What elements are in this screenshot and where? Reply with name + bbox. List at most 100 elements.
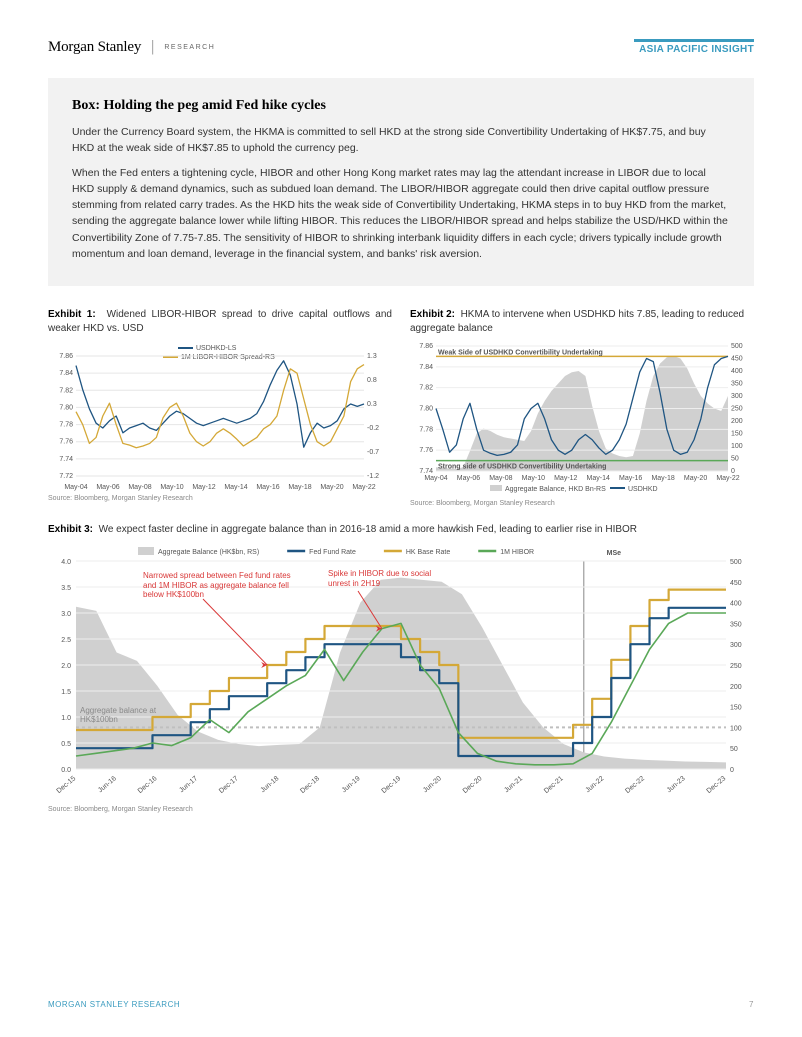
svg-text:400: 400 (731, 368, 743, 375)
box-p1: Under the Currency Board system, the HKM… (72, 124, 730, 157)
svg-text:Aggregate Balance (HK$bn, RS): Aggregate Balance (HK$bn, RS) (158, 549, 259, 556)
svg-text:May-10: May-10 (522, 475, 545, 482)
info-box: Box: Holding the peg amid Fed hike cycle… (48, 78, 754, 286)
svg-text:0: 0 (730, 767, 734, 774)
svg-text:May-08: May-08 (128, 484, 151, 491)
svg-text:May-14: May-14 (224, 484, 247, 491)
page-number: 7 (749, 1000, 754, 1009)
ex3-chart: Aggregate Balance (HK$bn, RS)Fed Fund Ra… (48, 543, 754, 803)
svg-text:7.82: 7.82 (419, 385, 433, 392)
svg-text:50: 50 (730, 746, 738, 753)
svg-text:May-06: May-06 (457, 475, 480, 482)
svg-text:1.5: 1.5 (61, 689, 71, 696)
svg-text:-0.7: -0.7 (367, 449, 379, 456)
svg-text:Dec-23: Dec-23 (705, 775, 727, 795)
ex3-title: Exhibit 3: We expect faster decline in a… (48, 523, 754, 537)
svg-text:500: 500 (730, 559, 742, 566)
svg-text:7.80: 7.80 (419, 406, 433, 413)
svg-text:7.84: 7.84 (59, 370, 73, 377)
svg-text:100: 100 (730, 726, 742, 733)
svg-text:200: 200 (730, 684, 742, 691)
svg-text:150: 150 (730, 705, 742, 712)
svg-text:May-12: May-12 (192, 484, 215, 491)
ex2-title: Exhibit 2: HKMA to intervene when USDHKD… (410, 308, 754, 336)
svg-text:350: 350 (730, 622, 742, 629)
svg-text:Weak Side of USDHKD Convertibi: Weak Side of USDHKD Convertibility Under… (438, 350, 603, 357)
svg-text:May-22: May-22 (352, 484, 375, 491)
footer-brand: MORGAN STANLEY RESEARCH (48, 1000, 180, 1009)
ex2-source: Source: Bloomberg, Morgan Stanley Resear… (410, 500, 754, 507)
svg-text:0.3: 0.3 (367, 401, 377, 408)
svg-text:Dec-18: Dec-18 (299, 775, 321, 795)
svg-text:1.3: 1.3 (367, 353, 377, 360)
svg-text:7.86: 7.86 (59, 353, 73, 360)
svg-text:May-14: May-14 (587, 475, 610, 482)
svg-text:450: 450 (730, 580, 742, 587)
svg-text:Jun-18: Jun-18 (260, 775, 281, 794)
exhibit-2: Exhibit 2: HKMA to intervene when USDHKD… (410, 308, 754, 507)
svg-text:Aggregate Balance, HKD Bn-RS: Aggregate Balance, HKD Bn-RS (505, 486, 606, 493)
svg-text:250: 250 (731, 406, 743, 413)
svg-text:Dec-22: Dec-22 (624, 775, 646, 795)
svg-text:Dec-20: Dec-20 (462, 775, 484, 795)
svg-text:Dec-21: Dec-21 (543, 775, 565, 795)
svg-text:3.0: 3.0 (61, 611, 71, 618)
box-title: Box: Holding the peg amid Fed hike cycle… (72, 98, 730, 114)
svg-text:Jun-21: Jun-21 (503, 775, 524, 794)
svg-text:400: 400 (730, 601, 742, 608)
svg-text:7.74: 7.74 (59, 456, 73, 463)
svg-text:50: 50 (731, 456, 739, 463)
svg-text:May-18: May-18 (651, 475, 674, 482)
svg-text:7.82: 7.82 (59, 387, 73, 394)
svg-text:7.78: 7.78 (419, 426, 433, 433)
svg-text:USDHKD-LS: USDHKD-LS (196, 345, 237, 352)
svg-text:150: 150 (731, 431, 743, 438)
svg-text:Dec-19: Dec-19 (380, 775, 402, 795)
svg-text:May-10: May-10 (160, 484, 183, 491)
svg-text:100: 100 (731, 443, 743, 450)
insight-label: ASIA PACIFIC INSIGHT (634, 44, 754, 55)
svg-text:7.76: 7.76 (59, 439, 73, 446)
page-header: Morgan Stanley | RESEARCH ASIA PACIFIC I… (48, 38, 754, 56)
svg-text:May-08: May-08 (489, 475, 512, 482)
svg-text:7.80: 7.80 (59, 405, 73, 412)
research-label: RESEARCH (164, 44, 215, 51)
svg-text:Dec-16: Dec-16 (137, 775, 159, 795)
svg-text:200: 200 (731, 418, 743, 425)
svg-text:USDHKD: USDHKD (628, 486, 658, 493)
svg-text:May-16: May-16 (256, 484, 279, 491)
svg-text:Jun-23: Jun-23 (666, 775, 687, 794)
ex2-chart: 7.747.767.787.807.827.847.86050100150200… (410, 342, 754, 497)
svg-text:1M HIBOR: 1M HIBOR (500, 549, 534, 556)
insight-block: ASIA PACIFIC INSIGHT (634, 39, 754, 55)
svg-text:2.5: 2.5 (61, 637, 71, 644)
svg-text:Jun-17: Jun-17 (178, 775, 199, 794)
svg-text:7.84: 7.84 (419, 364, 433, 371)
ex1-title: Exhibit 1: Widened LIBOR-HIBOR spread to… (48, 308, 392, 336)
insight-bar (634, 39, 754, 42)
page-footer: MORGAN STANLEY RESEARCH 7 (48, 1000, 754, 1009)
svg-text:May-06: May-06 (96, 484, 119, 491)
svg-text:0.8: 0.8 (367, 377, 377, 384)
ex1-chart: USDHKD-LS 1M LIBOR-HIBOR Spread-RS 7.72 7.7… (48, 342, 392, 492)
svg-text:300: 300 (731, 393, 743, 400)
svg-text:1M LIBOR-HIBOR Spread-RS: 1M LIBOR-HIBOR Spread-RS (181, 354, 275, 361)
svg-text:-1.2: -1.2 (367, 473, 379, 480)
svg-text:350: 350 (731, 381, 743, 388)
svg-text:250: 250 (730, 663, 742, 670)
svg-text:Dec-15: Dec-15 (55, 775, 77, 795)
svg-text:0.5: 0.5 (61, 741, 71, 748)
logo: Morgan Stanley (48, 39, 141, 55)
svg-text:-0.2: -0.2 (367, 425, 379, 432)
svg-text:Strong side of USDHKD Converti: Strong side of USDHKD Convertibility Und… (438, 464, 606, 471)
svg-text:7.86: 7.86 (419, 343, 433, 350)
svg-text:May-20: May-20 (320, 484, 343, 491)
svg-text:7.76: 7.76 (419, 447, 433, 454)
svg-text:HK Base Rate: HK Base Rate (406, 549, 450, 556)
svg-text:7.72: 7.72 (59, 473, 73, 480)
svg-text:Jun-22: Jun-22 (585, 775, 606, 794)
svg-text:May-12: May-12 (554, 475, 577, 482)
svg-text:Jun-16: Jun-16 (97, 775, 118, 794)
svg-text:7.74: 7.74 (419, 468, 433, 475)
svg-text:4.0: 4.0 (61, 559, 71, 566)
